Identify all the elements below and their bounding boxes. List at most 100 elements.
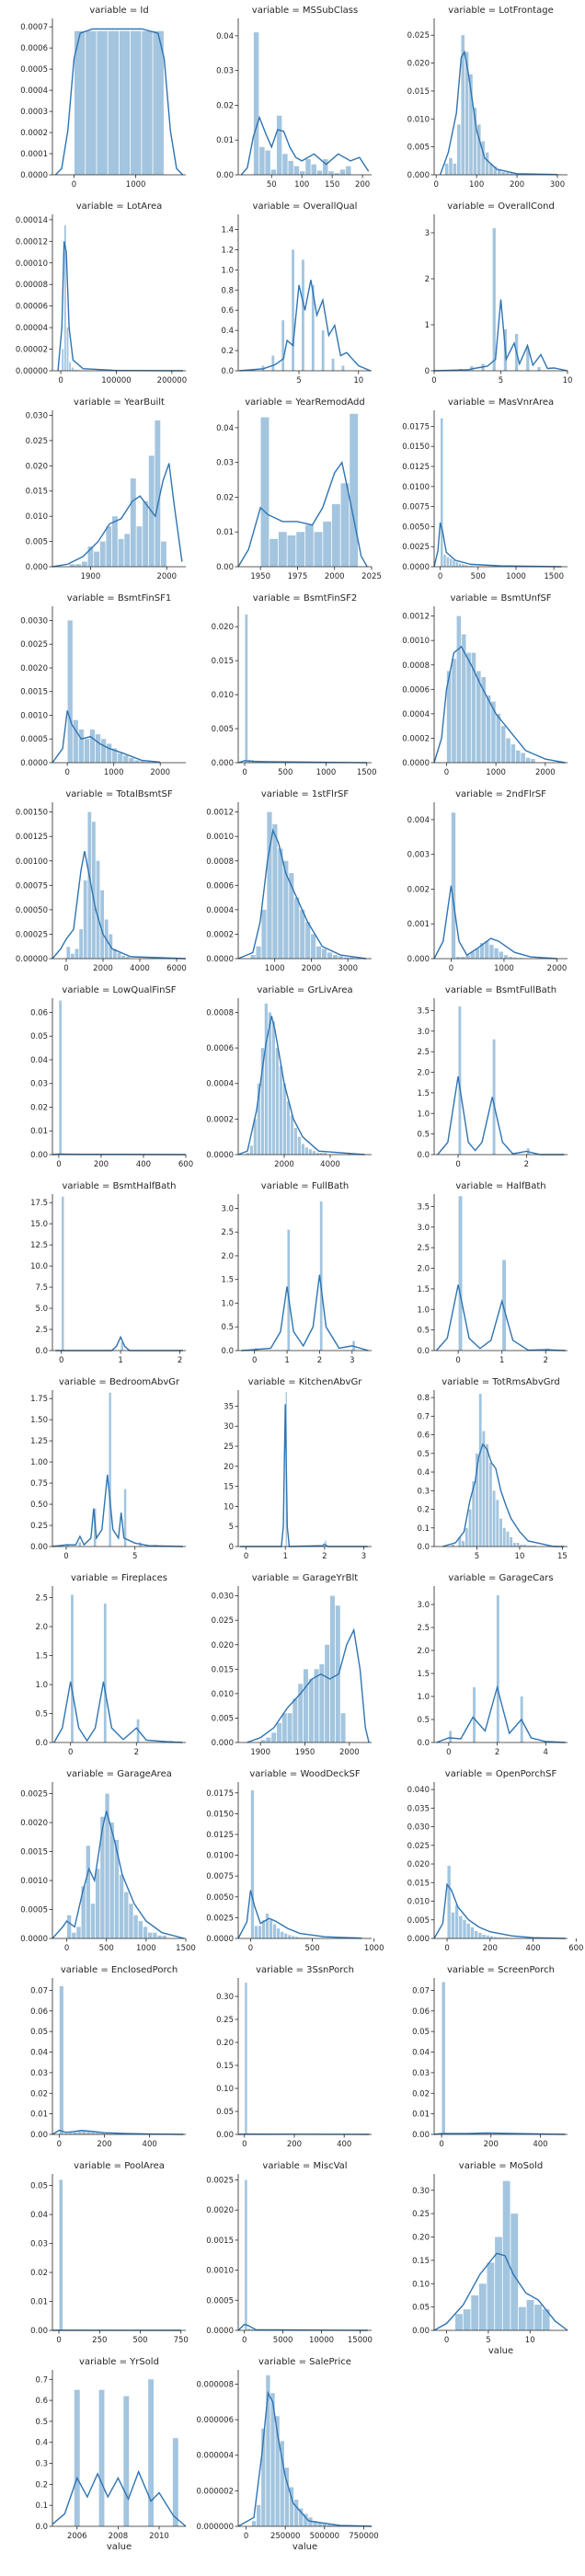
histogram-bar — [266, 2375, 270, 2526]
histogram-bar — [87, 811, 92, 959]
histogram-bars — [260, 1595, 346, 1742]
histogram-bar — [73, 2132, 77, 2134]
histogram-bar — [513, 957, 518, 959]
histogram-bar — [323, 159, 328, 175]
y-tick-label: 0.04 — [30, 2211, 48, 2220]
histogram-bars — [250, 1790, 354, 1938]
histogram-bar — [112, 516, 118, 567]
y-tick-label: 0.5 — [35, 2418, 48, 2427]
kde-line — [52, 2129, 184, 2135]
histogram-bars — [455, 2180, 550, 2330]
facet-title: variable = LotArea — [76, 201, 163, 212]
y-tick-label: 0.0175 — [206, 1789, 234, 1799]
facet-panel: variable = LowQualFinSF 0.00 0.01 0.02 0.03 0… — [30, 985, 193, 1169]
x-tick-label: 2000 — [150, 768, 170, 777]
kde-line — [237, 1890, 362, 1939]
histogram-bars — [245, 614, 278, 763]
histogram-bar — [449, 157, 453, 175]
y-tick-label: 0.000 — [407, 1935, 430, 1944]
histogram-bar — [495, 2237, 502, 2330]
histogram-bar — [261, 1920, 266, 1938]
y-tick-label: 1.0 — [221, 266, 234, 275]
histogram-bars — [74, 30, 164, 175]
y-tick-label: 0.0010 — [206, 833, 234, 842]
y-tick-label: 0.000 — [212, 759, 234, 768]
y-tick-label: 2.5 — [417, 1624, 430, 1633]
y-tick-label: 0.025 — [26, 437, 48, 446]
histogram-bar — [270, 2393, 275, 2526]
facet-panel: variable = LotFrontage 0.000 0.005 0.010 0.0… — [407, 6, 568, 190]
facet-panel: variable = GrLivArea 0.0000 0.0002 0.0004 0.… — [206, 985, 372, 1169]
histogram-bar — [105, 1793, 109, 1938]
y-tick-label: 0.00 — [30, 2131, 48, 2140]
histogram-bar — [455, 957, 461, 959]
histogram-bars — [451, 1394, 557, 1547]
histogram-bar — [74, 30, 86, 175]
histogram-bar — [97, 30, 108, 175]
histogram-bar — [119, 1874, 124, 1938]
y-tick-label: 0.01 — [30, 1127, 48, 1136]
y-tick-label: 0.1 — [417, 1524, 430, 1534]
facet-title: variable = YearBuilt — [74, 397, 165, 408]
x-tick-label: 2010 — [149, 2532, 169, 2541]
histogram-bar — [458, 1196, 463, 1351]
x-axis-label: value — [292, 2542, 317, 2552]
x-tick-label: 0 — [455, 1356, 460, 1365]
x-tick-label: 10 — [525, 2336, 535, 2345]
kde-line — [237, 1016, 365, 1156]
histogram-bars — [447, 1866, 559, 1938]
y-tick-label: 0.01 — [30, 2110, 48, 2120]
y-tick-label: 0.01 — [216, 136, 234, 145]
y-tick-label: 0.6 — [35, 2397, 48, 2406]
x-tick-label: 0 — [56, 1160, 61, 1169]
y-tick-label: 0.7 — [35, 2375, 48, 2385]
x-tick-label: 0 — [444, 1944, 449, 1953]
facet-panel: variable = MasVnrArea 0.0000 0.0025 0.0050 0… — [402, 397, 568, 581]
facet-panel: variable = 1stFlrSF 0.0000 0.0002 0.0004 0.0… — [206, 789, 372, 973]
histogram-bar — [59, 1000, 62, 1155]
y-tick-label: 0.0015 — [20, 1848, 48, 1857]
kde-line — [237, 828, 367, 960]
y-tick-label: 0.00012 — [16, 237, 48, 247]
kde-line — [433, 885, 557, 960]
x-tick-label: 4000 — [320, 1160, 340, 1169]
y-tick-label: 0.020 — [212, 1641, 234, 1650]
facet-title: variable = YrSold — [79, 2357, 159, 2367]
histogram-bar — [481, 141, 485, 175]
y-tick-label: 0.000 — [407, 955, 430, 964]
histogram-bar — [253, 1119, 257, 1155]
histogram-bar — [62, 1196, 64, 1351]
facet-title: variable = OpenPorchSF — [445, 1769, 557, 1779]
histogram-bar — [474, 1930, 478, 1938]
y-tick-label: 0.00100 — [16, 857, 48, 867]
y-tick-label: 0.01 — [412, 2110, 430, 2120]
histogram-bars — [451, 812, 527, 959]
y-tick-label: 10.0 — [30, 1262, 48, 1271]
y-tick-label: 0.0004 — [206, 906, 234, 915]
y-tick-label: 0.00075 — [16, 881, 48, 891]
histogram-bar — [265, 150, 270, 175]
y-tick-label: 0.50 — [30, 1501, 48, 1510]
facet-panel: variable = YrSold 0.0 0.1 0.2 0.3 0.4 0.5 0.6 0.… — [35, 2357, 187, 2552]
histogram-bar — [319, 1664, 325, 1742]
histogram-bar — [278, 532, 287, 567]
histogram-bars — [255, 1201, 355, 1351]
histogram-bar — [81, 561, 87, 567]
histogram-bar — [267, 811, 272, 959]
y-tick-label: 0.0000 — [206, 1935, 234, 1944]
y-tick-label: 12.5 — [30, 1241, 48, 1250]
histogram-bar — [327, 952, 333, 959]
y-tick-label: 0.2 — [417, 1506, 430, 1515]
histogram-bar — [272, 823, 278, 959]
y-tick-label: 0.00008 — [16, 281, 48, 290]
x-tick-label: 0 — [57, 2140, 62, 2149]
y-tick-label: 2.0 — [417, 1069, 430, 1078]
y-tick-label: 0.040 — [407, 1786, 430, 1795]
histogram-bar — [516, 750, 521, 763]
histogram-bar — [269, 1920, 273, 1938]
facet-title: variable = PoolArea — [74, 2161, 165, 2171]
kde-line — [247, 1627, 370, 1743]
histogram-bar — [96, 1869, 100, 1938]
histogram-bar — [459, 1915, 463, 1938]
histogram-bar — [451, 812, 456, 959]
